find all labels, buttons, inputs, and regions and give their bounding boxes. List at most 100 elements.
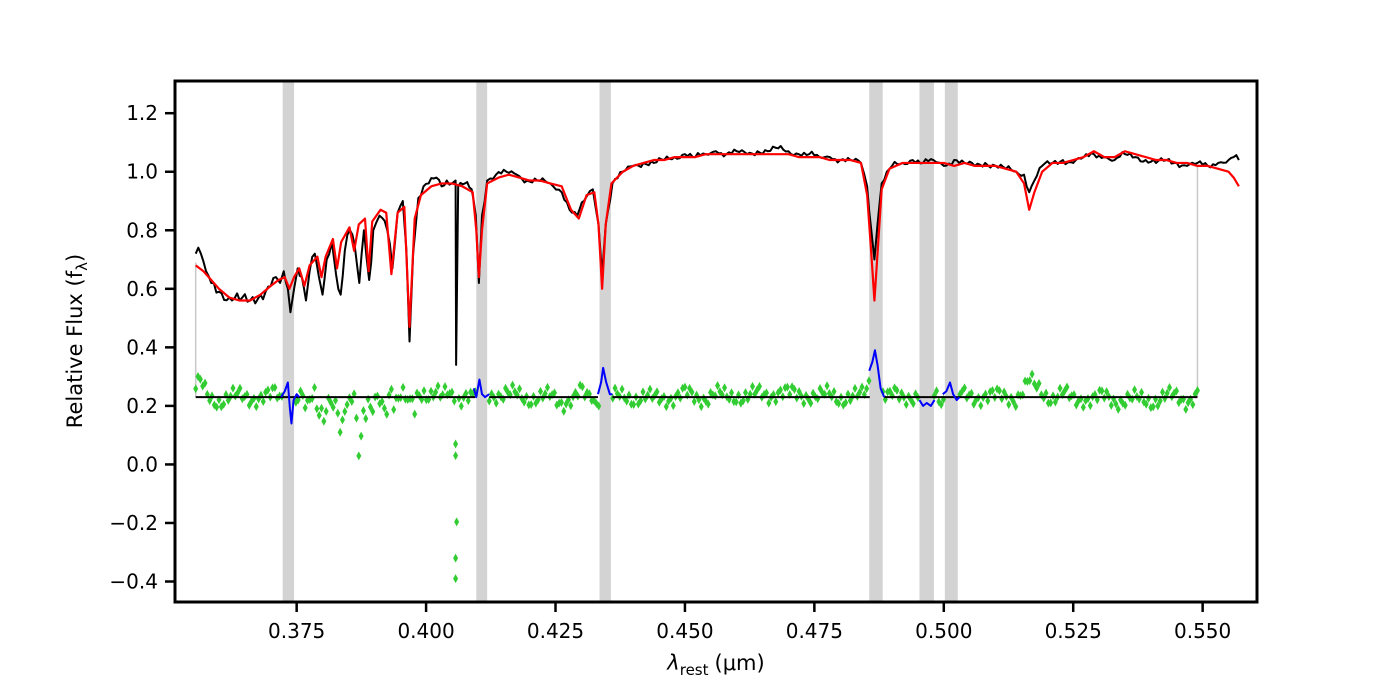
masked-residual-line-1 — [280, 381, 300, 425]
residual-point — [517, 384, 523, 394]
y-axis-label: Relative Flux (fλ) — [63, 254, 91, 428]
residual-point — [1064, 382, 1070, 392]
residual-point — [668, 393, 674, 403]
residual-point — [358, 431, 364, 441]
residual-point — [454, 517, 460, 527]
residual-point — [1115, 404, 1121, 414]
residual-point — [610, 393, 616, 403]
residual-point — [337, 427, 343, 437]
plot-data — [193, 145, 1240, 584]
residual-point — [722, 383, 728, 393]
residual-point — [903, 399, 909, 409]
masked-region-1 — [282, 81, 295, 602]
residual-point — [968, 388, 974, 398]
residual-point — [689, 387, 695, 397]
residual-point — [510, 380, 516, 390]
residual-point — [961, 383, 967, 393]
residual-point — [1108, 400, 1114, 410]
residual-point — [323, 406, 329, 416]
masked-residual-line-5 — [918, 399, 936, 407]
residual-point — [1194, 385, 1200, 395]
residual-point — [421, 386, 427, 396]
residual-point — [836, 399, 842, 409]
residual-point — [631, 400, 637, 410]
residual-point — [542, 389, 548, 399]
masked-region-5 — [919, 81, 934, 602]
residual-point — [1087, 401, 1093, 411]
y-tick-label: 1.0 — [126, 160, 158, 184]
residual-point — [791, 384, 797, 394]
residual-outlier-point — [453, 451, 459, 461]
residual-point — [938, 400, 944, 410]
residual-point — [801, 399, 807, 409]
y-tick-label: 0.4 — [126, 335, 158, 359]
masked-region-2 — [476, 81, 488, 602]
residual-outlier-point — [453, 553, 459, 563]
residual-point — [579, 382, 585, 392]
residual-point — [344, 400, 350, 410]
residual-point — [866, 376, 872, 386]
residual-point — [934, 386, 940, 396]
residual-point — [1029, 369, 1035, 379]
residual-point — [463, 388, 469, 398]
residual-point — [302, 403, 308, 413]
residual-outlier-point — [453, 439, 459, 449]
residual-point — [1132, 385, 1138, 395]
residual-point — [356, 451, 362, 461]
residual-point — [763, 388, 769, 398]
residual-point — [319, 403, 325, 413]
residual-point — [558, 397, 564, 407]
residual-point — [612, 383, 618, 393]
x-tick-label: 0.475 — [786, 619, 843, 643]
residual-point — [384, 409, 390, 419]
y-tick-label: 1.2 — [126, 101, 158, 125]
residual-point — [1010, 397, 1016, 407]
residual-point — [381, 403, 387, 413]
residual-point — [596, 401, 602, 411]
y-tick-label: 0.8 — [126, 218, 158, 242]
residual-point — [568, 401, 574, 411]
residual-point — [1164, 388, 1170, 398]
residual-point — [528, 399, 534, 409]
residual-outlier-point — [453, 574, 459, 584]
x-tick-label: 0.400 — [397, 619, 454, 643]
residual-point — [894, 385, 900, 395]
residual-point — [353, 413, 359, 423]
residual-point — [677, 393, 683, 403]
residual-point — [335, 408, 341, 418]
residual-point — [843, 398, 849, 408]
residual-point — [619, 384, 625, 394]
residual-point — [321, 416, 327, 426]
residual-point — [193, 384, 199, 394]
residual-point — [743, 388, 749, 398]
residual-point — [449, 387, 455, 397]
residual-point — [1167, 382, 1173, 392]
residual-point — [1190, 400, 1196, 410]
residual-point — [808, 398, 814, 408]
residual-point — [1104, 387, 1110, 397]
x-tick-label: 0.425 — [527, 619, 584, 643]
residual-point — [1113, 399, 1119, 409]
plot-frame — [173, 79, 1259, 604]
residual-point — [312, 382, 318, 392]
residual-point — [1052, 397, 1058, 407]
x-axis-label: λrest (μm) — [666, 651, 764, 676]
masked-region-3 — [599, 81, 611, 602]
residual-point — [859, 382, 865, 392]
residual-point — [715, 381, 721, 391]
residual-point — [996, 386, 1002, 396]
residual-point — [1006, 400, 1012, 410]
residual-point — [316, 410, 322, 420]
residual-point — [363, 414, 369, 424]
x-tick-label: 0.525 — [1045, 619, 1102, 643]
residual-point — [388, 384, 394, 394]
residual-point — [749, 381, 755, 391]
residual-point — [400, 382, 406, 392]
residual-point — [209, 391, 215, 401]
residual-point — [1048, 398, 1054, 408]
residual-point — [551, 388, 557, 398]
residual-point — [314, 404, 320, 414]
residual-point — [428, 386, 434, 396]
residual-point — [370, 407, 376, 417]
residual-point — [521, 397, 527, 407]
